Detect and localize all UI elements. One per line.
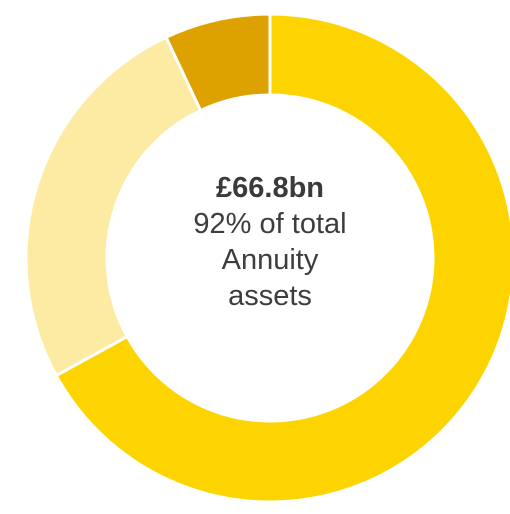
center-description: 92% of total Annuity assets <box>193 208 347 312</box>
center-label: £66.8bn 92% of total Annuity assets <box>155 170 385 314</box>
donut-slices <box>24 12 510 504</box>
center-value: £66.8bn <box>216 172 324 204</box>
donut-slice-2 <box>24 35 203 378</box>
donut-slice-1 <box>54 12 510 504</box>
donut-slice-3 <box>164 12 272 113</box>
